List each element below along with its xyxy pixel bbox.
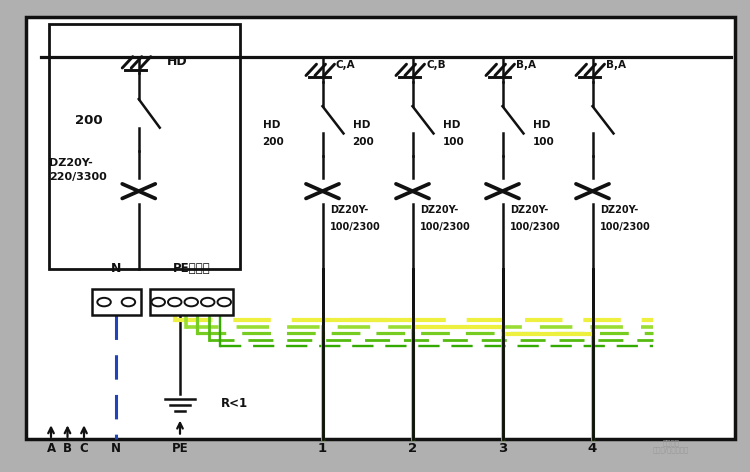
Text: 100/2300: 100/2300 [420, 221, 471, 232]
Bar [150, 289, 232, 315]
Text: HD: HD [442, 120, 460, 130]
Text: C,A: C,A [336, 60, 356, 70]
Text: N: N [111, 261, 122, 275]
Text: R<1: R<1 [221, 397, 248, 410]
Text: DZ20Y-: DZ20Y- [510, 205, 548, 215]
Text: HD: HD [262, 120, 280, 130]
Text: B,A: B,A [516, 60, 536, 70]
Text: 200: 200 [262, 136, 284, 147]
Text: 技成培训
头条号/技成培训网: 技成培训 头条号/技成培训网 [653, 439, 689, 453]
Text: PE端子板: PE端子板 [172, 261, 210, 275]
Text: 100: 100 [532, 136, 554, 147]
Text: DZ20Y-: DZ20Y- [600, 205, 638, 215]
Text: A: A [46, 442, 56, 455]
Text: HD: HD [167, 55, 188, 68]
Text: 100/2300: 100/2300 [600, 221, 651, 232]
Bar [26, 17, 735, 439]
Text: 2: 2 [408, 442, 417, 455]
Bar [49, 24, 240, 269]
Text: 100/2300: 100/2300 [330, 221, 381, 232]
Text: B: B [63, 442, 72, 455]
Text: 200: 200 [75, 114, 103, 127]
Text: DZ20Y-
220/3300: DZ20Y- 220/3300 [49, 158, 106, 182]
Text: 100: 100 [442, 136, 464, 147]
Text: DZ20Y-: DZ20Y- [330, 205, 368, 215]
Text: 1: 1 [318, 442, 327, 455]
Text: 3: 3 [498, 442, 507, 455]
Text: 4: 4 [588, 442, 597, 455]
Text: HD: HD [532, 120, 550, 130]
Text: B,A: B,A [606, 60, 626, 70]
Text: HD: HD [352, 120, 370, 130]
Text: 100/2300: 100/2300 [510, 221, 561, 232]
Bar [92, 289, 141, 315]
Text: 200: 200 [352, 136, 374, 147]
Text: N: N [111, 442, 122, 455]
Text: PE: PE [172, 442, 188, 455]
Text: C,B: C,B [426, 60, 445, 70]
Text: DZ20Y-: DZ20Y- [420, 205, 458, 215]
Text: C: C [80, 442, 88, 455]
